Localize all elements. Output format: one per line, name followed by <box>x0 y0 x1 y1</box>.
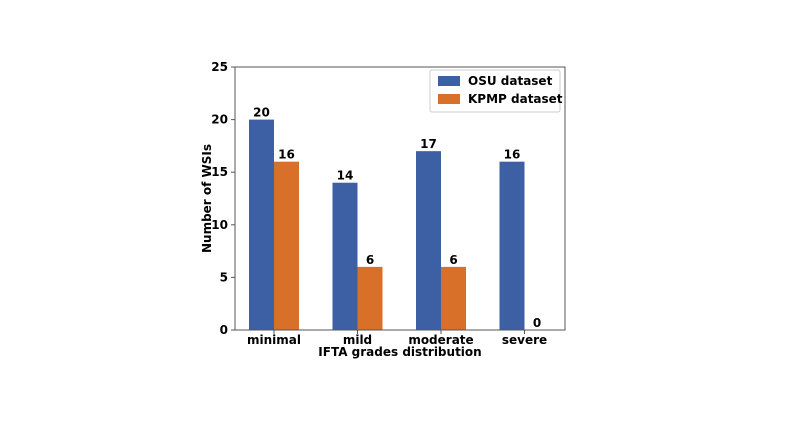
bars-layer <box>249 119 525 330</box>
y-axis-ticks: 0 5 10 15 20 25 <box>211 60 235 337</box>
plot-area-frame <box>234 66 566 331</box>
legend-label-osu: OSU dataset <box>468 74 553 88</box>
data-label-moderate-series-1: 6 <box>449 253 457 267</box>
x-axis-ticks: minimal mild moderate severe <box>247 330 547 347</box>
x-tick-label-mild: mild <box>343 333 372 347</box>
bar-mild-series-0 <box>332 182 358 330</box>
data-label-moderate-series-0: 17 <box>420 137 437 151</box>
y-tick-label-5: 5 <box>220 270 228 284</box>
x-tick-label-minimal: minimal <box>247 333 301 347</box>
x-tick-label-moderate: moderate <box>408 333 473 347</box>
data-label-minimal-series-1: 16 <box>278 148 295 162</box>
data-label-severe-series-0: 16 <box>504 148 521 162</box>
legend: OSU dataset KPMP dataset <box>429 69 563 113</box>
y-tick-label-20: 20 <box>211 113 228 127</box>
x-tick-label-severe: severe <box>502 333 547 347</box>
legend-swatch-kpmp <box>438 94 460 104</box>
y-tick-label-15: 15 <box>211 165 228 179</box>
data-label-severe-series-1: 0 <box>533 316 541 330</box>
data-label-mild-series-1: 6 <box>366 253 374 267</box>
bar-minimal-series-0 <box>249 119 274 330</box>
data-label-minimal-series-0: 20 <box>253 106 270 120</box>
bar-moderate-series-1 <box>441 266 466 330</box>
y-tick-label-0: 0 <box>220 323 228 337</box>
legend-swatch-osu <box>438 76 460 86</box>
y-tick-label-10: 10 <box>211 218 228 232</box>
y-axis-label: Number of WSIs <box>200 144 214 253</box>
x-axis-label: IFTA grades distribution <box>318 345 481 359</box>
bar-minimal-series-1 <box>274 161 299 330</box>
data-labels-layer: 20 16 14 6 17 6 16 0 <box>253 106 541 330</box>
bar-severe-series-0 <box>499 161 525 330</box>
legend-label-kpmp: KPMP dataset <box>468 92 563 106</box>
legend-frame <box>429 69 561 113</box>
bar-moderate-series-0 <box>416 151 441 330</box>
y-tick-label-25: 25 <box>211 60 228 74</box>
bar-mild-series-1 <box>357 266 383 330</box>
data-label-mild-series-0: 14 <box>337 169 354 183</box>
